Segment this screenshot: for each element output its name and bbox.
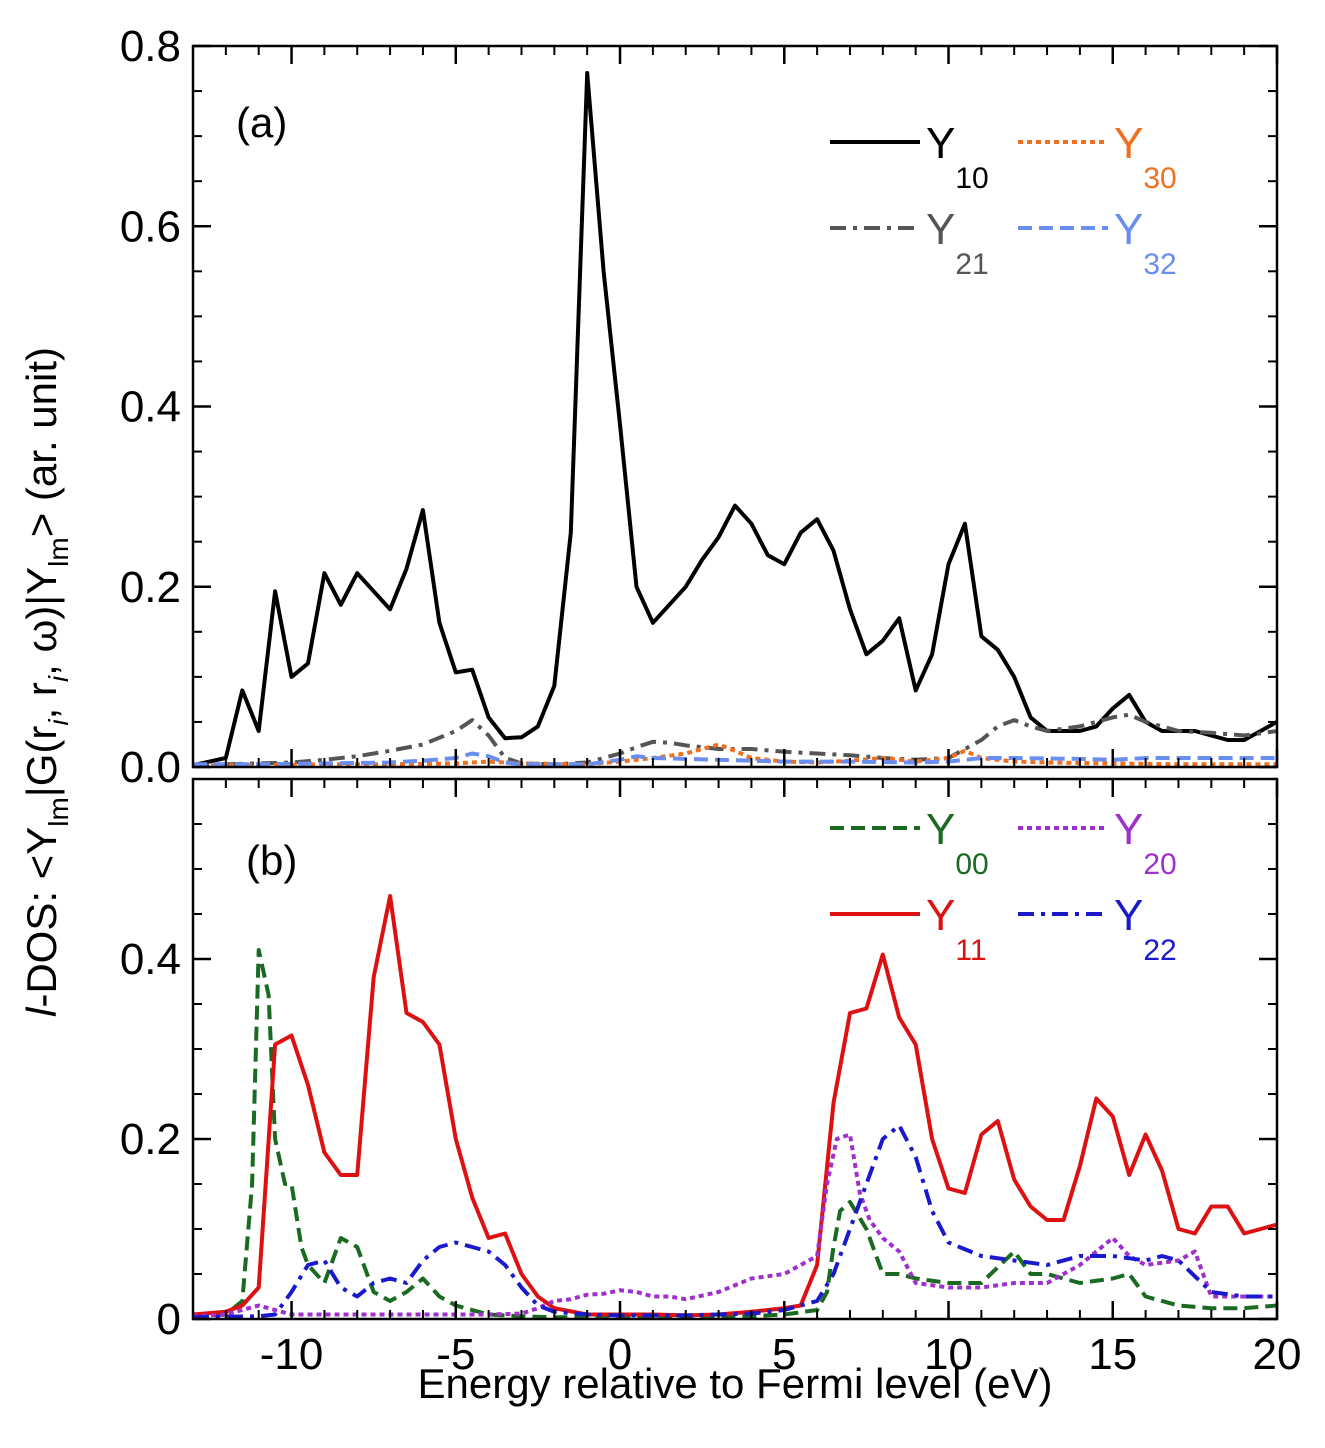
x-tick-label: 20	[1253, 1330, 1302, 1379]
legend-entry-y11: Y11	[830, 891, 987, 967]
legend-entry-y00: Y00	[830, 805, 989, 881]
panel-a: 0.0 0.2 0.4 0.6 0.8 (a) Y10 Y30 Y21 Y32	[120, 22, 1279, 792]
legend-entry-y22: Y22	[1018, 891, 1177, 967]
series-line-y21	[193, 712, 1277, 767]
y-tick-label: 0.6	[120, 202, 181, 251]
x-axis-title: Energy relative to Fermi level (eV)	[418, 1360, 1053, 1407]
y-axis-title-sub-1: lm	[43, 797, 74, 827]
panel-a-series-group	[193, 71, 1277, 767]
x-tick-label: -10	[260, 1330, 324, 1379]
panel-b-label: (b)	[246, 837, 297, 884]
legend-label: Y21	[926, 205, 989, 281]
y-tick-label: 0.0	[120, 743, 181, 792]
y-axis-title: l-DOS: <Ylm|G(ri, ri, ω)|Ylm> (ar. unit)	[18, 347, 74, 1017]
panel-a-legend: Y10 Y30 Y21 Y32	[830, 119, 1177, 281]
y-tick-label: 0.4	[120, 383, 181, 432]
y-tick-label: 0.8	[120, 22, 181, 71]
legend-label: Y20	[1114, 805, 1177, 881]
x-tick-label: 5	[772, 1330, 796, 1379]
panel-a-label: (a)	[236, 99, 287, 146]
legend-entry-y10: Y10	[830, 119, 989, 195]
legend-label: Y32	[1114, 205, 1177, 281]
y-axis-title-italic-l: l	[18, 1006, 65, 1017]
legend-entry-y20: Y20	[1018, 805, 1177, 881]
y-axis-title-part-1: -DOS: <Y	[18, 827, 65, 1008]
legend-entry-y21: Y21	[830, 205, 989, 281]
x-tick-label: 15	[1088, 1330, 1137, 1379]
x-tick-label: 0	[608, 1330, 632, 1379]
series-line-y00	[193, 948, 1277, 1319]
y-axis-title-sub-3: i	[43, 675, 74, 682]
y-axis-title-part-4: , ω)|Y	[18, 567, 65, 676]
panel-b: 0 0.2 0.4 -10 -5 0 5 10 15 20 (b) Y00 Y20 Y11 Y22	[120, 777, 1302, 1379]
legend-entry-y32: Y32	[1018, 205, 1177, 281]
series-line-y20	[193, 1132, 1277, 1319]
y-axis-title-part-5: > (ar. unit)	[18, 347, 65, 537]
series-line-y22	[193, 1123, 1277, 1319]
y-tick-label: 0.4	[120, 935, 181, 984]
series-line-y10	[193, 71, 1277, 767]
x-tick-label: 10	[924, 1330, 973, 1379]
series-line-y30	[193, 742, 1277, 767]
legend-label: Y00	[926, 805, 989, 881]
legend-label: Y10	[926, 119, 989, 195]
series-line-y11	[193, 894, 1277, 1318]
x-tick-label: -5	[436, 1330, 475, 1379]
panel-b-series-group	[193, 894, 1277, 1319]
y-axis-title-sub-4: lm	[43, 537, 74, 567]
panel-b-frame	[191, 777, 1279, 1321]
y-axis-title-part-3: , r	[18, 682, 65, 719]
y-axis-title-part-2: |G(r	[18, 726, 65, 798]
legend-label: Y30	[1114, 119, 1177, 195]
panel-b-legend: Y00 Y20 Y11 Y22	[830, 805, 1177, 967]
y-tick-label: 0.2	[120, 563, 181, 612]
legend-entry-y30: Y30	[1018, 119, 1177, 195]
panel-a-frame	[191, 44, 1279, 769]
y-tick-label: 0.2	[120, 1115, 181, 1164]
y-axis-title-sub-2: i	[43, 719, 74, 726]
legend-label: Y22	[1114, 891, 1177, 967]
legend-label: Y11	[926, 891, 987, 967]
y-tick-label: 0	[157, 1295, 181, 1344]
